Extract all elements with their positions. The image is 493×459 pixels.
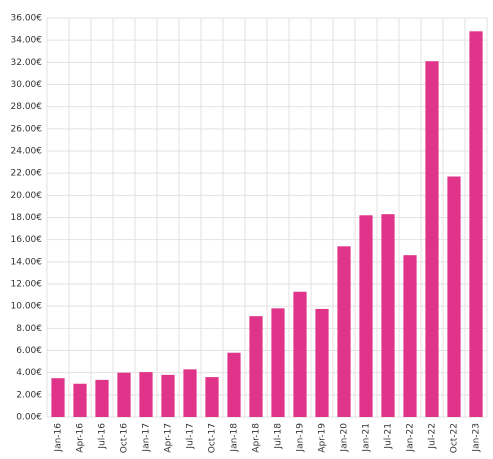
bar bbox=[205, 377, 219, 417]
y-tick-label: 34.00€ bbox=[11, 36, 43, 46]
bar bbox=[359, 215, 373, 417]
x-tick-label: Apr-16 bbox=[76, 423, 86, 453]
y-tick-label: 32.00€ bbox=[11, 58, 43, 68]
y-tick-label: 18.00€ bbox=[11, 213, 43, 223]
x-tick-label: Jul-16 bbox=[98, 423, 108, 450]
bar bbox=[469, 31, 483, 418]
y-tick-label: 16.00€ bbox=[11, 235, 43, 245]
bar bbox=[117, 372, 131, 417]
bar bbox=[95, 379, 109, 417]
y-tick-label: 4.00€ bbox=[16, 368, 42, 378]
x-tick-label: Jan-16 bbox=[54, 423, 64, 453]
x-tick-label: Jan-19 bbox=[296, 423, 306, 453]
y-tick-label: 6.00€ bbox=[16, 346, 42, 356]
y-tick-label: 8.00€ bbox=[16, 324, 42, 334]
x-tick-label: Apr-18 bbox=[252, 423, 262, 453]
x-tick-label: Jan-23 bbox=[472, 423, 482, 453]
bar bbox=[403, 255, 417, 417]
bar bbox=[447, 176, 461, 417]
bar bbox=[425, 61, 439, 417]
bar bbox=[139, 372, 153, 417]
y-tick-label: 24.00€ bbox=[11, 147, 43, 157]
y-tick-label: 36.00€ bbox=[11, 14, 43, 24]
y-tick-label: 2.00€ bbox=[16, 390, 42, 400]
y-tick-label: 22.00€ bbox=[11, 169, 43, 179]
x-tick-label: Jan-20 bbox=[340, 423, 350, 453]
y-tick-label: 20.00€ bbox=[11, 191, 43, 201]
y-tick-label: 30.00€ bbox=[11, 80, 43, 90]
x-tick-label: Apr-17 bbox=[164, 423, 174, 453]
x-tick-label: Jan-17 bbox=[142, 423, 152, 453]
bar bbox=[73, 383, 87, 417]
x-tick-label: Jul-21 bbox=[384, 423, 394, 450]
x-tick-label: Jul-17 bbox=[186, 423, 196, 450]
bar bbox=[249, 316, 263, 417]
bar bbox=[183, 369, 197, 417]
bar bbox=[51, 378, 65, 417]
bar bbox=[315, 308, 329, 417]
y-tick-label: 10.00€ bbox=[11, 302, 43, 312]
y-tick-label: 14.00€ bbox=[11, 257, 43, 267]
x-tick-label: Oct-16 bbox=[120, 423, 130, 454]
bar bbox=[337, 246, 351, 417]
x-tick-label: Jan-21 bbox=[362, 423, 372, 453]
bar bbox=[227, 352, 241, 417]
x-tick-label: Jan-18 bbox=[230, 423, 240, 453]
bar bbox=[161, 374, 175, 417]
bar bbox=[271, 308, 285, 417]
x-tick-label: Apr-19 bbox=[318, 423, 328, 453]
bar bbox=[381, 214, 395, 417]
x-tick-label: Jan-22 bbox=[406, 423, 416, 453]
x-tick-label: Jul-22 bbox=[428, 423, 438, 450]
x-tick-label: Oct-22 bbox=[450, 423, 460, 453]
y-tick-label: 0.00€ bbox=[16, 413, 42, 423]
y-tick-label: 28.00€ bbox=[11, 102, 43, 112]
x-tick-label: Oct-17 bbox=[208, 423, 218, 453]
y-tick-label: 26.00€ bbox=[11, 124, 43, 134]
y-tick-label: 12.00€ bbox=[11, 280, 43, 290]
x-tick-label: Jul-18 bbox=[274, 423, 284, 450]
bar bbox=[293, 291, 307, 417]
